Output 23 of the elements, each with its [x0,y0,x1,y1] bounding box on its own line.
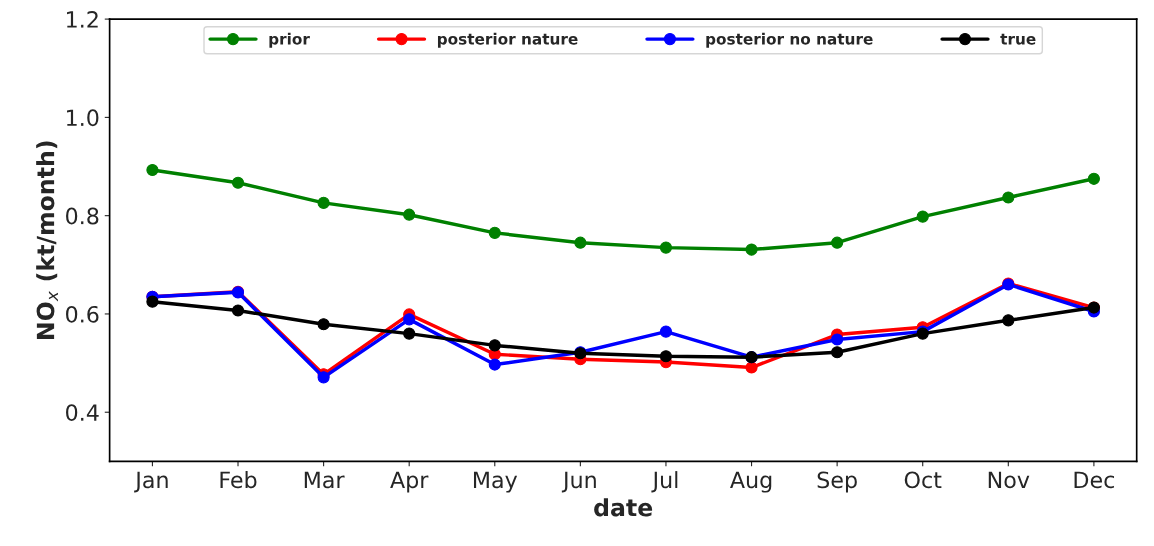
x-tick-label: Dec [1074,471,1115,489]
y-tick-label: 0.8 [66,207,99,225]
x-tick-label: Sep [817,471,857,493]
x-tick-label: May [473,471,518,493]
y-tick-label: 1.2 [67,11,98,28]
y-tick-label: 1.0 [67,109,99,127]
x-tick-label: Aug [730,471,772,493]
legend-label: posterior no nature [706,32,873,48]
y-tick-label: 0.6 [66,305,99,323]
legend-label: true [1000,33,1036,45]
x-tick-label: Jul [651,471,678,493]
y-axis-title: NO$_{x}$ (kt/month) [36,141,58,339]
x-tick-label: Mar [304,471,345,489]
legend-label: prior [269,32,310,48]
x-tick-label: Oct [904,471,942,489]
x-axis-title: date [594,498,653,517]
x-tick-label: Nov [988,471,1030,489]
y-tick-label: 0.4 [66,404,99,421]
legend-label: posterior nature [437,32,578,48]
x-tick-label: Jun [561,471,596,493]
x-tick-label: Jan [134,471,168,493]
x-tick-label: Feb [220,471,257,489]
x-tick-label: Apr [390,471,429,493]
